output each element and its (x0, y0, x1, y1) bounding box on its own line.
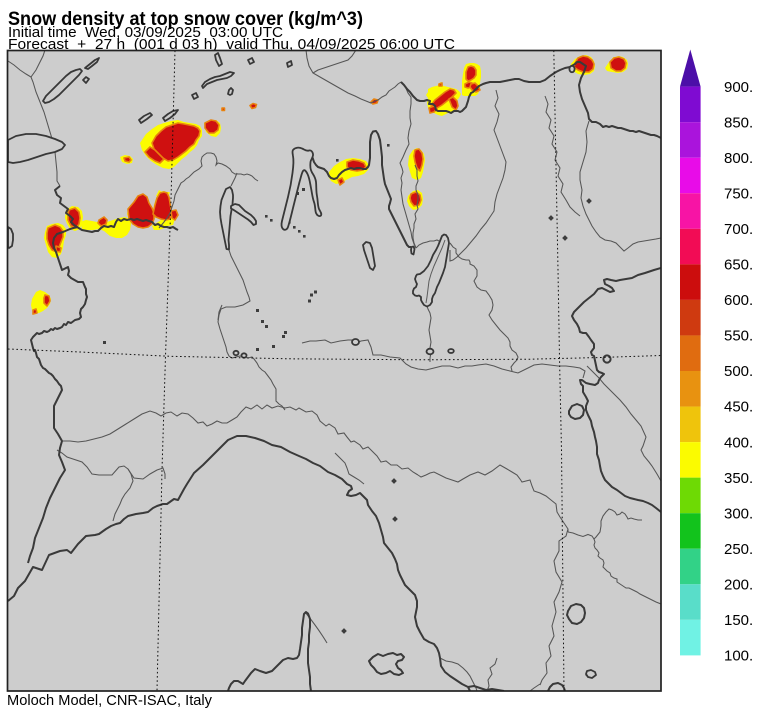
svg-text:400.: 400. (724, 434, 753, 451)
svg-text:350.: 350. (724, 470, 753, 487)
svg-text:600.: 600. (724, 292, 753, 309)
svg-text:750.: 750. (724, 185, 753, 202)
svg-text:Snow density at top snow cover: Snow density at top snow cover (kg/m^3) (8, 9, 363, 30)
svg-text:900.: 900. (724, 79, 753, 96)
svg-text:700.: 700. (724, 221, 753, 238)
svg-text:150.: 150. (724, 612, 753, 629)
svg-text:450.: 450. (724, 399, 753, 416)
svg-text:500.: 500. (724, 363, 753, 380)
svg-text:650.: 650. (724, 257, 753, 274)
svg-text:800.: 800. (724, 150, 753, 167)
svg-text:100.: 100. (724, 648, 753, 665)
svg-text:300.: 300. (724, 505, 753, 522)
svg-text:Initial time Wed, 03/09/2025: Initial time Wed, 03/09/2025 03:00 UTC (8, 24, 283, 41)
svg-text:200.: 200. (724, 577, 753, 594)
svg-text:850.: 850. (724, 114, 753, 131)
svg-text:Forecast + 27 h (001 d 03 h: Forecast + 27 h (001 d 03 h) valid Thu, … (8, 36, 455, 53)
svg-text:550.: 550. (724, 328, 753, 345)
svg-text:Moloch Model, CNR-ISAC, Italy: Moloch Model, CNR-ISAC, Italy (7, 692, 212, 709)
svg-text:250.: 250. (724, 541, 753, 558)
